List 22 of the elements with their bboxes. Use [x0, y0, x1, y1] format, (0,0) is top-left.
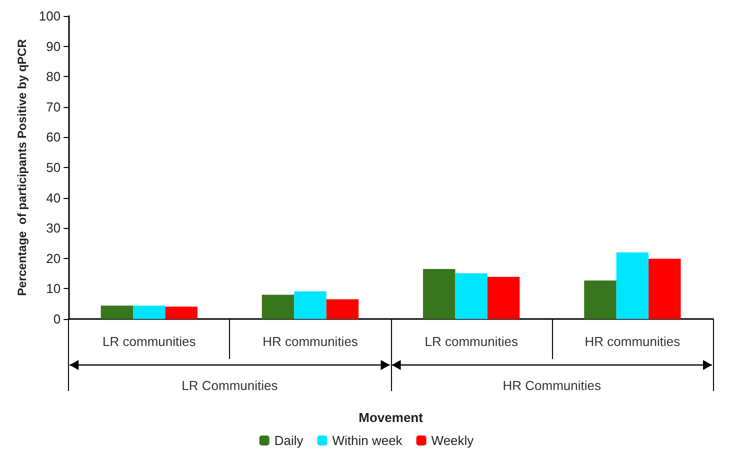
x-tick-label: HR communities	[584, 334, 681, 349]
y-tick-label: 50	[46, 160, 61, 175]
y-tick-label: 20	[46, 250, 61, 266]
legend-label: Weekly	[431, 433, 474, 448]
text: HR Communities	[502, 378, 602, 393]
y-tick-label: 40	[46, 190, 61, 206]
y-tick-label: 70	[46, 99, 61, 114]
text: LR Communities	[182, 378, 278, 393]
x-tick-label: HR communities	[262, 334, 358, 349]
legend-label: Daily	[274, 433, 304, 448]
y-tick-label: 100	[38, 8, 61, 24]
y-tick-label: 80	[46, 69, 61, 84]
x-tick-label: LR communities	[102, 334, 196, 349]
y-tick-label: 0	[53, 312, 61, 326]
x-axis-title: Movement	[358, 410, 424, 425]
y-tick-label: 60	[46, 130, 61, 145]
x-tick-label: LR communities	[424, 334, 518, 349]
y-tick-label: 30	[46, 220, 61, 236]
y-axis-title: Percentage of participants Positive by qPCR	[15, 38, 29, 296]
y-tick-label: 90	[46, 38, 61, 54]
legend-label: Within week	[332, 433, 403, 448]
y-tick-label: 10	[46, 281, 61, 296]
